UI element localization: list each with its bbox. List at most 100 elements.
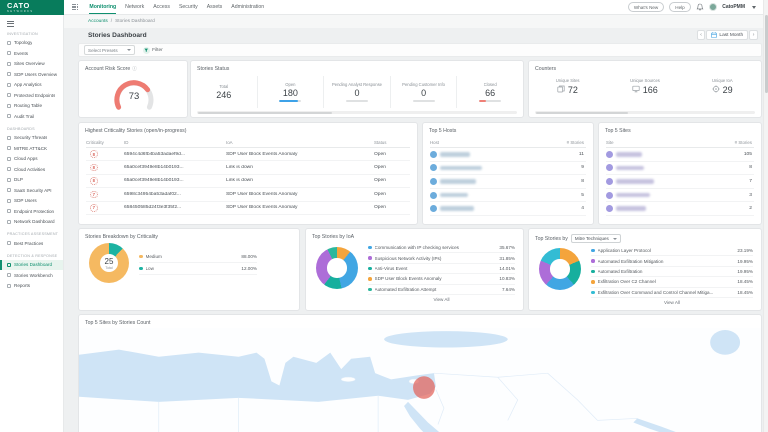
- sidebar-item-endpoint-protection[interactable]: Endpoint Protection: [0, 206, 63, 217]
- date-range-button[interactable]: Last Month: [706, 30, 749, 40]
- logo-subtext: NETWORKS: [7, 9, 34, 13]
- nav-tab-monitoring[interactable]: Monitoring: [89, 0, 116, 14]
- sidebar-section-investigation: INVESTIGATION: [7, 31, 38, 36]
- host-row[interactable]: 5: [430, 189, 586, 203]
- apps-grid-icon[interactable]: [72, 3, 79, 11]
- sidebar-collapse-icon[interactable]: [7, 21, 14, 27]
- mitre-view-all-link[interactable]: View All: [663, 299, 680, 305]
- help-button[interactable]: Help: [669, 2, 691, 12]
- sidebar-item-stories-workbench[interactable]: Stories Workbench: [0, 270, 63, 281]
- redacted-name: [616, 192, 650, 198]
- sidebar-item-reports[interactable]: Reports: [0, 281, 63, 292]
- nav-tab-administration[interactable]: Administration: [231, 4, 265, 10]
- map-site-marker[interactable]: [413, 376, 435, 399]
- mitre-techniques-dropdown[interactable]: Mitre Techniques: [570, 234, 621, 243]
- legend-percent: 18.45%: [737, 279, 753, 285]
- legend-item: Anti-Virus Event 14.01%: [368, 264, 515, 275]
- date-next-button[interactable]: ›: [749, 30, 758, 40]
- status-metric-open: Open 180: [256, 76, 324, 108]
- top-hosts-card: Top 5 Hosts Host # Stories 11 9 8 5 4: [422, 122, 594, 225]
- legend-label: Application Layer Protocol: [597, 248, 651, 254]
- stories-count: 11: [578, 151, 584, 157]
- notifications-bell-icon[interactable]: [696, 3, 704, 11]
- redacted-name: [616, 152, 642, 157]
- sidebar-item-sdp-users[interactable]: SDP Users: [0, 196, 63, 207]
- date-prev-button[interactable]: ‹: [696, 30, 706, 40]
- cato-logo[interactable]: CATO NETWORKS: [0, 0, 64, 15]
- scrollbar-thumb[interactable]: [764, 15, 768, 93]
- nav-tab-assets[interactable]: Assets: [206, 4, 223, 10]
- username-label: CatoPMM: [722, 4, 745, 10]
- sidebar-item-label: SaaS Security API: [14, 187, 52, 193]
- site-row[interactable]: 2: [606, 202, 754, 216]
- top-hosts-title: Top 5 Hosts: [429, 128, 457, 134]
- user-menu-caret-icon[interactable]: [752, 5, 756, 9]
- mitre-att-ck-icon: [7, 146, 11, 151]
- sidebar-item-sdp-users-overview[interactable]: SDP Users Overview: [0, 69, 63, 80]
- host-row[interactable]: 9: [430, 162, 586, 176]
- site-row[interactable]: 7: [606, 175, 754, 189]
- endpoint-protection-icon: [7, 209, 11, 214]
- sidebar-item-topology[interactable]: Topology: [0, 38, 63, 49]
- criticality-badge: 8: [90, 177, 98, 185]
- host-row[interactable]: 11: [430, 148, 586, 162]
- counter-label: Unique Sites: [555, 78, 580, 83]
- user-avatar[interactable]: [708, 2, 718, 12]
- sidebar-item-routing-table[interactable]: Routing Table: [0, 101, 63, 112]
- security-threats-icon: [7, 135, 11, 140]
- nav-tab-security[interactable]: Security: [178, 4, 198, 10]
- site-row[interactable]: 3: [606, 189, 754, 203]
- legend-percent: 88.00%: [241, 254, 257, 259]
- whats-new-button[interactable]: What's New: [627, 2, 665, 12]
- site-row[interactable]: 105: [606, 148, 754, 162]
- criticality-table-row[interactable]: 8 65a0cef3949e8b14b0193... Link is down Ope…: [86, 161, 410, 175]
- audit-trail-icon: [7, 114, 11, 119]
- legend-percent: 14.01%: [499, 265, 515, 271]
- criticality-table-row[interactable]: 8 65a0cef3949e8b14b0193... Link is down Ope…: [86, 175, 410, 189]
- sidebar-item-protected-endpoints[interactable]: Protected Endpoints: [0, 90, 63, 101]
- breadcrumb-accounts-link[interactable]: Accounts: [88, 19, 108, 24]
- breakdown-total-value: 25: [104, 256, 114, 266]
- sidebar-item-saas-security-api[interactable]: SaaS Security API: [0, 185, 63, 196]
- sidebar-item-events[interactable]: Events: [0, 48, 63, 59]
- criticality-table-row[interactable]: 8 6594c4d6fb4ba53adaef9d... SDP User Block…: [86, 148, 410, 162]
- criticality-table-row[interactable]: 7 658450585d24f3e3f35f2... SDP User Block …: [86, 202, 410, 215]
- counters-hscrollbar[interactable]: [535, 111, 755, 114]
- protected-endpoints-icon: [7, 93, 11, 98]
- sidebar-item-security-threats[interactable]: Security Threats: [0, 133, 63, 144]
- sidebar-item-dlp[interactable]: DLP: [0, 175, 63, 186]
- sidebar-item-network-dashboard[interactable]: Network Dashboard: [0, 217, 63, 228]
- site-row[interactable]: 8: [606, 162, 754, 176]
- nav-tab-network[interactable]: Network: [125, 4, 145, 10]
- window-scrollbar[interactable]: [763, 0, 768, 432]
- mitre-dropdown-value: Mitre Techniques: [574, 236, 609, 241]
- sources-icon: [632, 85, 640, 95]
- sidebar-item-stories-dashboard[interactable]: Stories Dashboard: [0, 259, 63, 271]
- info-icon[interactable]: ⓘ: [132, 65, 137, 71]
- legend-label: Low: [145, 266, 154, 271]
- date-range-label: Last Month: [719, 32, 744, 38]
- legend-item: Automated Exfiltration Mitigation 19.95%: [591, 256, 753, 267]
- status-hscrollbar[interactable]: [197, 111, 517, 114]
- criticality-table-row[interactable]: 7 6598c34954ba53adaf02... SDP User Block E…: [86, 188, 410, 202]
- sidebar-item-cloud-apps[interactable]: Cloud Apps: [0, 154, 63, 165]
- legend-label: Suspicious Network Activity (IPs): [374, 255, 442, 261]
- presets-select[interactable]: Select Presets: [84, 45, 135, 55]
- sidebar-item-app-analytics[interactable]: App Analytics: [0, 80, 63, 91]
- filter-button[interactable]: Filter: [142, 46, 163, 54]
- host-row[interactable]: 4: [430, 202, 586, 216]
- story-id: 658450585d24f3e3f35f2...: [124, 205, 182, 211]
- ioa-view-all-link[interactable]: View All: [433, 296, 450, 302]
- saas-security-api-icon: [7, 188, 11, 193]
- host-row[interactable]: 8: [430, 175, 586, 189]
- sidebar-item-best-practices[interactable]: Best Practices: [0, 238, 63, 249]
- legend-item: Application Layer Protocol 23.19%: [591, 246, 753, 257]
- metric-value: 66: [485, 88, 496, 99]
- sidebar-item-audit-trail[interactable]: Audit Trail: [0, 111, 63, 122]
- sidebar-item-mitre-att-ck[interactable]: MITRE ATT&CK: [0, 143, 63, 154]
- legend-dot: [368, 266, 372, 271]
- sidebar-item-cloud-activities[interactable]: Cloud Activities: [0, 164, 63, 175]
- counter-unique-ioa: Unique IoA 29: [684, 78, 761, 95]
- sidebar-item-sites-overview[interactable]: Sites Overview: [0, 59, 63, 70]
- nav-tab-access[interactable]: Access: [153, 4, 170, 10]
